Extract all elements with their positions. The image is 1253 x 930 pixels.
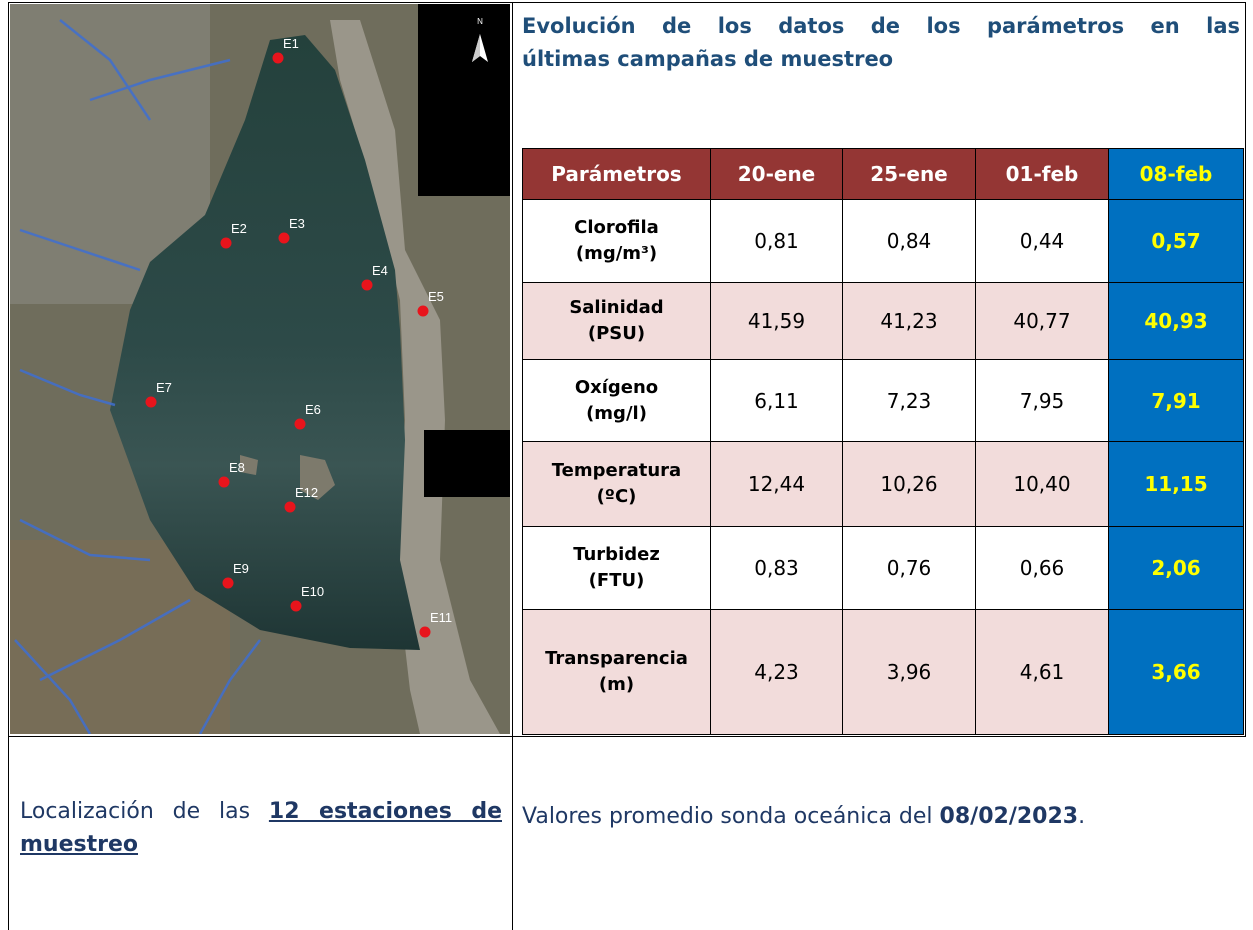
caption-end: . [1078,804,1085,829]
border [8,2,9,930]
caption-text: Valores promedio sonda oceánica del [522,804,940,829]
header-cell: 08-feb [1109,149,1244,200]
station-dot [418,306,429,317]
station-label: E11 [430,610,452,625]
border [8,2,1246,3]
station-dot [295,419,306,430]
parameter-cell: Oxígeno(mg/l) [523,360,711,442]
station-label: E7 [156,380,172,395]
value-cell: 0,81 [711,200,843,283]
station-dot [285,502,296,513]
border [8,736,1246,737]
station-dot [279,233,290,244]
header-cell: Parámetros [523,149,711,200]
station-dot [273,53,284,64]
station-label: E12 [295,485,318,500]
value-cell: 0,44 [976,200,1109,283]
parameter-unit: (mg/m³) [523,241,710,267]
parameter-name: Oxígeno [523,375,710,401]
station-dot [219,477,230,488]
caption-text: Localización de las [20,799,269,824]
value-cell: 6,11 [711,360,843,442]
station-dot [362,280,373,291]
title-line: Evolución de los datos de los parámetros… [522,10,1240,43]
value-cell: 2,06 [1109,527,1244,610]
station-label: E2 [231,221,247,236]
parameter-unit: (mg/l) [523,401,710,427]
value-cell: 41,23 [843,283,976,360]
station-label: E9 [233,561,249,576]
page: { "title": ["Evolución de los datos de l… [0,0,1253,930]
station-label: E8 [229,460,245,475]
parameter-unit: (m) [523,672,710,698]
map: N E1 E2 E3 E4 E5 E6 E7 E8 E12 E9 E10 E11 [10,4,510,734]
header-cell: 25-ene [843,149,976,200]
station-dot [221,238,232,249]
value-cell: 7,91 [1109,360,1244,442]
value-cell: 3,66 [1109,610,1244,735]
parameter-unit: (ºC) [523,484,710,510]
parameter-unit: (PSU) [523,321,710,347]
parameter-unit: (FTU) [523,568,710,594]
parameter-cell: Salinidad(PSU) [523,283,711,360]
border [1245,2,1246,737]
border [512,2,513,930]
parameter-name: Turbidez [523,542,710,568]
station-dot [146,397,157,408]
station-label: E4 [372,263,388,278]
header-cell: 01-feb [976,149,1109,200]
value-cell: 7,95 [976,360,1109,442]
station-label: E6 [305,402,321,417]
value-cell: 10,26 [843,442,976,527]
station-dot [420,627,431,638]
caption-date: 08/02/2023 [940,804,1079,829]
station-label: E1 [283,36,299,51]
header-cell: 20-ene [711,149,843,200]
value-cell: 4,23 [711,610,843,735]
parameter-name: Transparencia [523,646,710,672]
value-cell: 40,93 [1109,283,1244,360]
value-cell: 0,66 [976,527,1109,610]
title: Evolución de los datos de los parámetros… [522,10,1240,76]
value-cell: 0,83 [711,527,843,610]
station-label: E10 [301,584,324,599]
station-dot [291,601,302,612]
value-cell: 12,44 [711,442,843,527]
value-cell: 10,40 [976,442,1109,527]
title-line: últimas campañas de muestreo [522,43,1240,76]
north-label: N [477,17,483,26]
value-cell: 0,84 [843,200,976,283]
caption-right: Valores promedio sonda oceánica del 08/0… [522,800,1237,833]
value-cell: 7,23 [843,360,976,442]
parameter-name: Salinidad [523,295,710,321]
station-dot [223,578,234,589]
parameter-name: Temperatura [523,458,710,484]
value-cell: 0,57 [1109,200,1244,283]
caption-left: Localización de las 12 estaciones de mue… [20,795,502,861]
value-cell: 4,61 [976,610,1109,735]
station-label: E5 [428,289,444,304]
value-cell: 41,59 [711,283,843,360]
parameter-cell: Clorofila(mg/m³) [523,200,711,283]
parameter-cell: Temperatura(ºC) [523,442,711,527]
value-cell: 40,77 [976,283,1109,360]
parameter-name: Clorofila [523,215,710,241]
value-cell: 0,76 [843,527,976,610]
station-label: E3 [289,216,305,231]
value-cell: 11,15 [1109,442,1244,527]
value-cell: 3,96 [843,610,976,735]
parameter-cell: Turbidez(FTU) [523,527,711,610]
parameter-cell: Transparencia(m) [523,610,711,735]
